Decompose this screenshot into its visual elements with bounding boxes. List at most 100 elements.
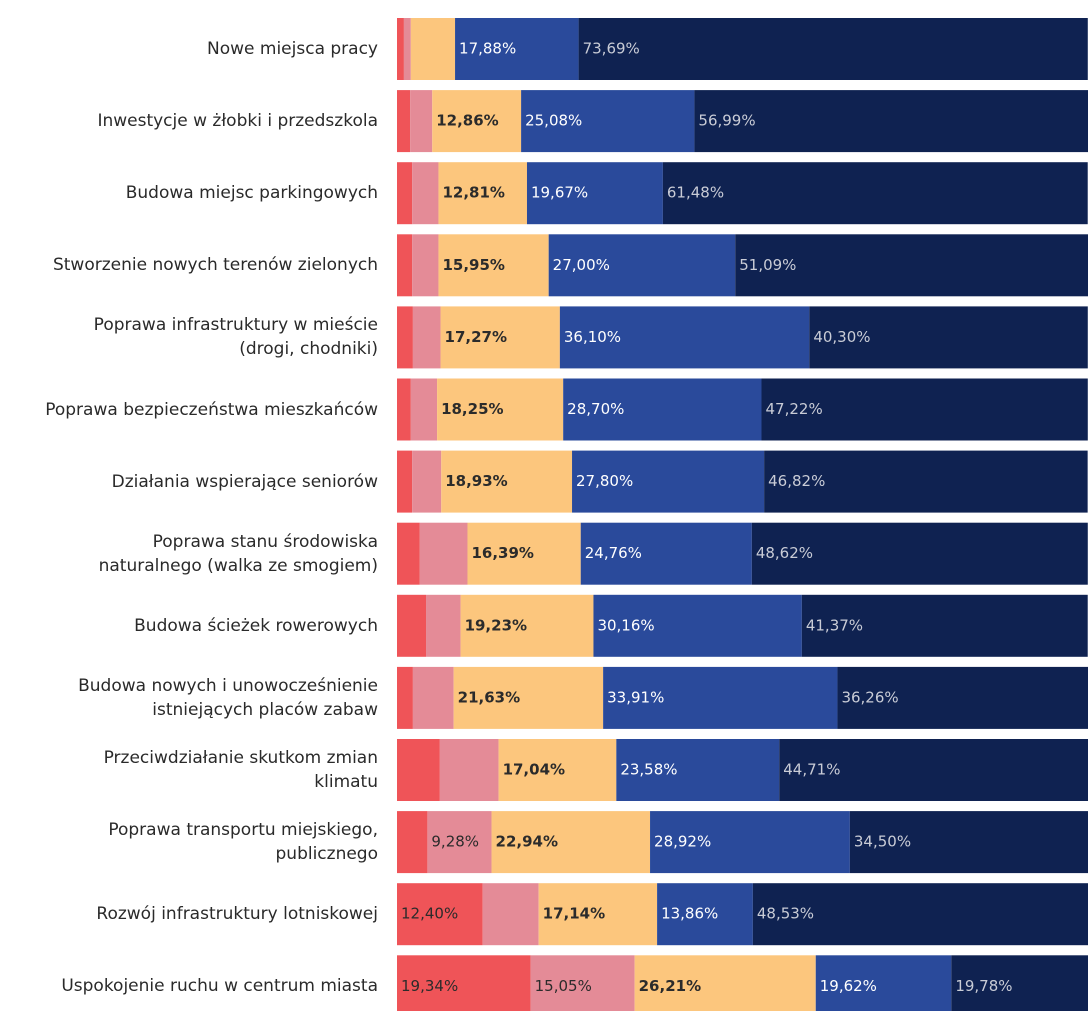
- bar-segment: [455, 18, 579, 80]
- bar-segment: [419, 522, 468, 585]
- bar-segment: [837, 666, 1088, 729]
- bar-segment: [397, 378, 411, 441]
- bar-segment: [397, 234, 413, 297]
- bar-segment: [526, 162, 663, 225]
- bar-segment: [397, 522, 420, 585]
- value-label: 16,39%: [471, 544, 533, 562]
- bar-segment: [397, 883, 483, 946]
- value-label: 48,62%: [756, 544, 813, 562]
- bar-segment: [616, 739, 780, 801]
- bar-segment: [809, 306, 1088, 369]
- value-label: 28,92%: [654, 833, 711, 851]
- bar-segment: [548, 234, 736, 297]
- category-label: Stworzenie nowych terenów zielonych: [52, 255, 378, 276]
- bar-segment: [735, 234, 1088, 297]
- bar-segment: [538, 883, 658, 946]
- bar-segment: [412, 162, 439, 225]
- category-label: Poprawa transportu miejskiego, publiczne…: [108, 820, 378, 865]
- bar-segment: [440, 306, 560, 369]
- value-label: 28,70%: [567, 400, 624, 418]
- bar-segment: [403, 18, 411, 80]
- bar-segment: [427, 811, 492, 874]
- value-label: 30,16%: [597, 616, 654, 634]
- bar-segment: [397, 18, 404, 80]
- value-label: 9,28%: [431, 833, 479, 851]
- value-label: 73,69%: [583, 40, 640, 58]
- category-label: Poprawa bezpieczeństwa mieszkańców: [45, 399, 378, 420]
- bar-segment: [657, 883, 753, 946]
- value-label: 41,37%: [806, 616, 863, 634]
- category-label: Inwestycje w żłobki i przedszkola: [97, 111, 378, 132]
- bar-segment: [779, 739, 1088, 801]
- bar-segment: [410, 90, 433, 153]
- value-label: 17,04%: [503, 761, 565, 779]
- bar-segment: [467, 522, 581, 585]
- value-label: 18,25%: [441, 400, 503, 418]
- value-label: 36,10%: [564, 328, 621, 346]
- bar-segment: [801, 594, 1088, 657]
- bar-segment: [634, 955, 816, 1011]
- bar-segment: [397, 90, 411, 153]
- bar-segment: [410, 18, 456, 80]
- value-label: 19,67%: [531, 184, 588, 202]
- value-label: 34,50%: [854, 833, 911, 851]
- bar-segment: [662, 162, 1088, 225]
- bar-segment: [530, 955, 635, 1011]
- bar-segment: [521, 90, 695, 153]
- value-label: 15,05%: [535, 977, 592, 995]
- bar-segment: [397, 739, 440, 801]
- value-label: 18,93%: [445, 472, 507, 490]
- bar-segment: [752, 883, 1088, 946]
- value-label: 25,08%: [525, 112, 582, 130]
- bar-segment: [593, 594, 802, 657]
- value-label: 61,48%: [667, 184, 724, 202]
- bar-segment: [397, 955, 531, 1011]
- bar-segment: [397, 306, 413, 369]
- bar-segment: [397, 162, 413, 225]
- bar-segment: [437, 378, 564, 441]
- category-label: Uspokojenie ruchu w centrum miasta: [61, 976, 378, 997]
- bar-segment: [453, 666, 604, 729]
- value-label: 19,62%: [820, 977, 877, 995]
- bar-segment: [460, 594, 594, 657]
- value-label: 17,27%: [445, 328, 507, 346]
- bar-segment: [498, 739, 617, 801]
- bar-segment: [580, 522, 752, 585]
- bar-segment: [412, 666, 454, 729]
- bar-segment: [397, 594, 427, 657]
- category-label: Nowe miejsca pracy: [207, 39, 378, 59]
- bar-segment: [412, 450, 442, 513]
- value-label: 22,94%: [496, 833, 558, 851]
- category-label: Rozwój infrastruktury lotniskowej: [96, 904, 378, 925]
- value-label: 47,22%: [766, 400, 823, 418]
- category-label: Budowa nowych i unowocześnienie istnieją…: [78, 675, 378, 720]
- bar-segment: [578, 18, 1088, 80]
- bar-segment: [694, 90, 1088, 153]
- bar-segment: [397, 811, 428, 874]
- category-label: Poprawa infrastruktury w mieście (drogi,…: [93, 315, 378, 360]
- bar-segment: [491, 811, 651, 874]
- value-label: 13,86%: [661, 905, 718, 923]
- bar-segment: [412, 306, 441, 369]
- value-label: 21,63%: [458, 688, 520, 706]
- bar-segment: [603, 666, 838, 729]
- bar-segment: [397, 666, 413, 729]
- bar-segment: [764, 450, 1088, 513]
- value-label: 17,88%: [459, 40, 516, 58]
- value-label: 48,53%: [757, 905, 814, 923]
- bar-segment: [572, 450, 765, 513]
- value-label: 33,91%: [607, 688, 664, 706]
- bar-segment: [426, 594, 461, 657]
- bar-segment: [751, 522, 1088, 585]
- value-label: 19,23%: [465, 616, 527, 634]
- bar-segment: [849, 811, 1088, 874]
- value-label: 12,40%: [401, 905, 458, 923]
- value-label: 19,78%: [955, 977, 1012, 995]
- bar-segment: [412, 234, 439, 297]
- bar-segment: [482, 883, 539, 946]
- value-label: 23,58%: [620, 761, 677, 779]
- bar-segment: [438, 162, 527, 225]
- bar-segment: [397, 450, 413, 513]
- bar-segment: [410, 378, 438, 441]
